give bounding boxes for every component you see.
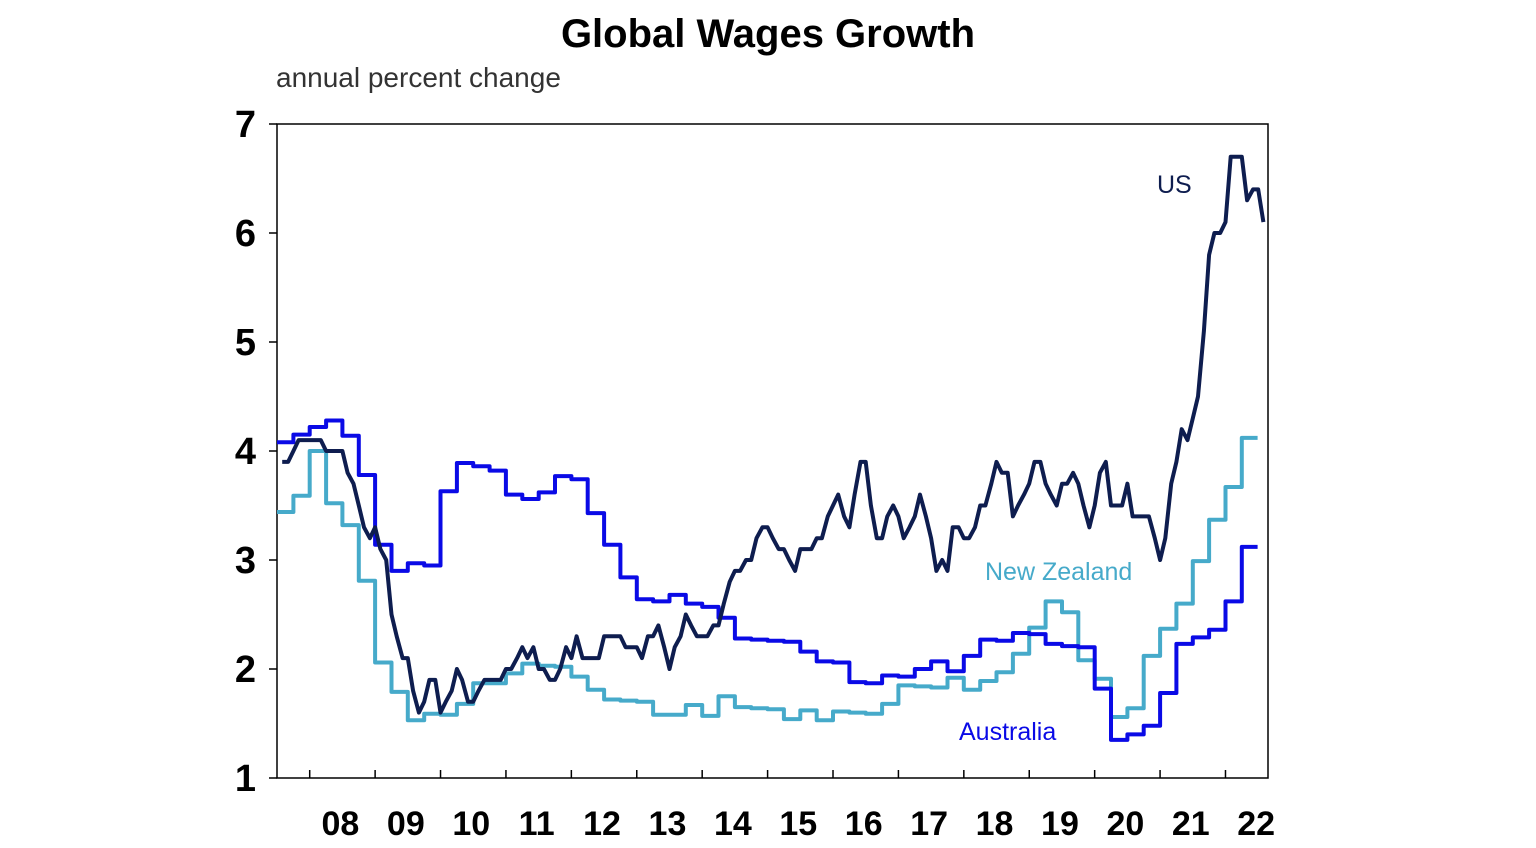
x-tick-label: 18 xyxy=(976,805,1014,843)
y-tick-label: 4 xyxy=(235,431,256,473)
series-layer xyxy=(277,154,1266,742)
x-tick-label: 13 xyxy=(649,805,687,843)
x-tick-label: 22 xyxy=(1237,805,1275,843)
x-tick-label: 19 xyxy=(1041,805,1079,843)
y-tick-label: 3 xyxy=(235,540,256,582)
plot-frame xyxy=(276,123,1269,779)
x-tick-label: 12 xyxy=(583,805,621,843)
x-tick-label: 08 xyxy=(321,805,359,843)
x-tick-label: 17 xyxy=(910,805,948,843)
x-tick-label: 21 xyxy=(1172,805,1210,843)
x-tick-label: 15 xyxy=(779,805,817,843)
series-label-new-zealand: New Zealand xyxy=(985,558,1132,586)
y-tick-label: 1 xyxy=(235,758,256,800)
y-tick-label: 5 xyxy=(235,322,256,364)
y-tick-label: 2 xyxy=(235,649,256,691)
x-tick-label: 16 xyxy=(845,805,883,843)
y-axis: 1 2 3 4 5 6 7 xyxy=(235,104,277,800)
chart-title: Global Wages Growth xyxy=(560,12,976,56)
series-line-us xyxy=(282,154,1266,715)
series-line-australia xyxy=(277,418,1258,742)
x-tick-label: 14 xyxy=(714,805,752,843)
x-tick-label: 11 xyxy=(519,805,555,843)
x-axis: 08 09 10 11 12 13 14 15 16 17 18 19 20 21 22 xyxy=(308,770,1275,843)
y-tick-label: 6 xyxy=(235,213,256,255)
x-tick-label: 10 xyxy=(452,805,490,843)
series-label-australia: Australia xyxy=(959,718,1056,746)
series-label-us: US xyxy=(1157,171,1192,199)
x-tick-label: 20 xyxy=(1106,805,1144,843)
y-tick-label: 7 xyxy=(235,104,256,146)
x-tick-label: 09 xyxy=(387,805,425,843)
chart-subtitle: annual percent change xyxy=(276,62,561,93)
